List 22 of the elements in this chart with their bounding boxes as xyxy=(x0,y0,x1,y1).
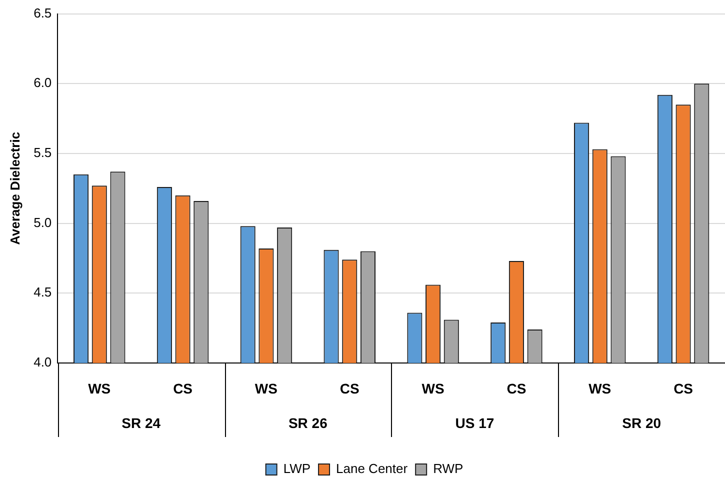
y-tick-label: 4.5 xyxy=(34,284,52,300)
legend-label: Lane Center xyxy=(336,461,408,476)
legend-label: LWP xyxy=(283,461,311,476)
x-tick-label: CS xyxy=(340,380,360,396)
x-tick-label: CS xyxy=(173,380,193,396)
legend-label: RWP xyxy=(433,461,464,476)
x-tick-label: WS xyxy=(422,380,444,396)
x-tick-label: WS xyxy=(88,380,111,396)
y-tick-label: 6.0 xyxy=(34,75,52,90)
x-tick-label: CS xyxy=(674,380,694,396)
text: SR 20 xyxy=(622,414,662,431)
y-tick-label: 5.5 xyxy=(34,145,52,160)
x-tick-label: WS xyxy=(254,380,278,396)
text: SR 24 xyxy=(122,414,161,431)
y-tick-label: 5.0 xyxy=(34,214,52,230)
x-tick-label: CS xyxy=(506,380,526,396)
y-tick-label: 6.5 xyxy=(34,5,52,20)
text: US 17 xyxy=(455,414,494,431)
x-tick-label: WS xyxy=(588,380,612,396)
y-axis-title: Average Dielectric xyxy=(7,132,22,245)
y-tick-label: 4.0 xyxy=(34,354,52,370)
text: SR 26 xyxy=(288,414,328,431)
